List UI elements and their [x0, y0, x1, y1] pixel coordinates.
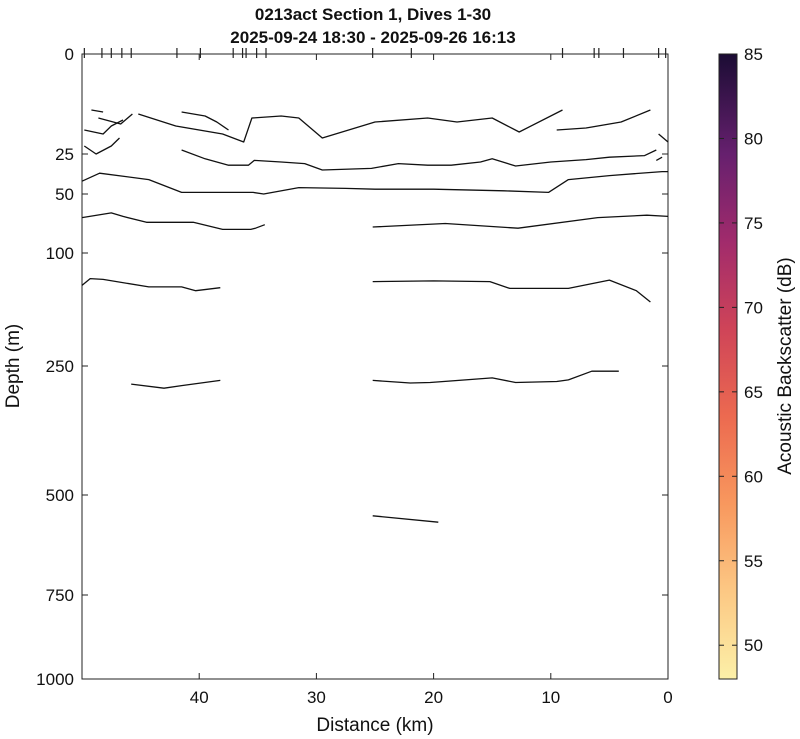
colorbar-ticks: 50 55 60 65 70 75 80 85: [719, 45, 763, 655]
contour-line: [181, 149, 657, 171]
x-axis-label: Distance (km): [316, 715, 433, 736]
colorbar-tick-label: 75: [744, 214, 763, 233]
x-tick-label: 10: [541, 688, 560, 707]
contour-line: [655, 156, 663, 161]
colorbar-tick-label: 60: [744, 467, 763, 486]
dive-markers: [83, 48, 667, 58]
contour-line: [83, 137, 120, 155]
y-tick-label: 750: [46, 586, 74, 605]
contour-line: [81, 212, 266, 231]
plot-area: [81, 53, 669, 680]
contour-line: [91, 109, 104, 113]
y-tick-label: 500: [46, 486, 74, 505]
chart-title: 0213act Section 1, Dives 1-30: [255, 5, 491, 24]
y-axis-label: Depth (m): [3, 324, 24, 408]
y-tick-label: 250: [46, 357, 74, 376]
contour-line: [81, 277, 221, 292]
contour-line: [372, 370, 619, 384]
x-tick-labels: 40 30 20 10 0: [190, 688, 673, 707]
chart-subtitle: 2025-09-24 18:30 - 2025-09-26 16:13: [230, 28, 515, 47]
y-tick-labels: 0 25 50 100 250 500 750 1000: [36, 45, 74, 689]
contour-line: [138, 109, 563, 143]
y-tick-label: 25: [55, 145, 74, 164]
contour-line: [372, 515, 439, 523]
colorbar: [718, 53, 738, 680]
contour-lines: [81, 109, 669, 523]
y-tick-label: 0: [65, 45, 74, 64]
colorbar-tick-label: 85: [744, 45, 763, 64]
contour-line: [181, 111, 229, 131]
colorbar-tick-label: 70: [744, 298, 763, 317]
contour-line: [658, 133, 669, 143]
x-tick-label: 30: [307, 688, 326, 707]
y-tick-label: 100: [46, 244, 74, 263]
y-tick-marks: [82, 53, 668, 680]
contour-line: [81, 170, 668, 195]
x-tick-marks: [198, 54, 669, 679]
contour-line: [372, 279, 651, 303]
x-tick-label: 20: [424, 688, 443, 707]
contour-line: [84, 119, 124, 135]
x-tick-label: 0: [663, 688, 672, 707]
contour-line: [556, 109, 651, 131]
colorbar-tick-label: 50: [744, 636, 763, 655]
colorbar-tick-label: 80: [744, 129, 763, 148]
contour-line: [131, 379, 221, 389]
contour-line: [372, 214, 669, 229]
colorbar-tick-label: 65: [744, 383, 763, 402]
colorbar-label: Acoustic Backscatter (dB): [775, 257, 796, 475]
colorbar-tick-label: 55: [744, 552, 763, 571]
x-tick-label: 40: [190, 688, 209, 707]
contour-line: [98, 113, 133, 125]
y-tick-label: 50: [55, 185, 74, 204]
y-tick-label: 1000: [36, 670, 74, 689]
